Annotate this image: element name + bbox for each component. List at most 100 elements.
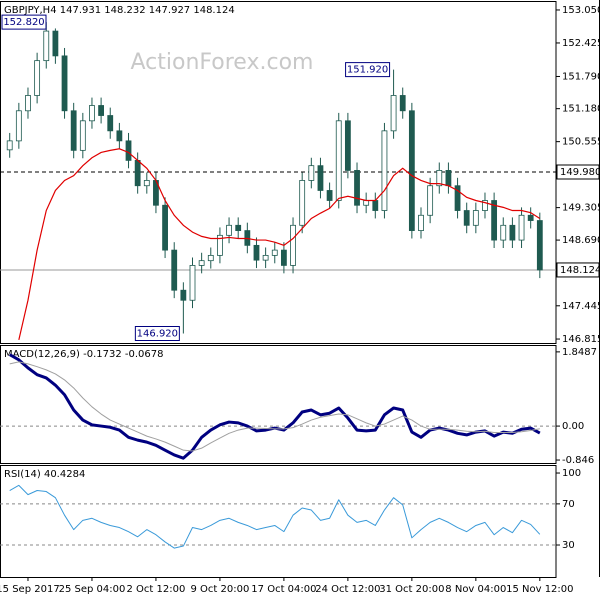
y-tick-label: 151.790 bbox=[562, 71, 600, 82]
candle-body bbox=[418, 214, 424, 231]
candle-body bbox=[454, 185, 461, 211]
y-tick-label: 147.445 bbox=[562, 301, 600, 312]
annotation-box bbox=[134, 326, 180, 341]
x-tick-label: 2 Oct 12:00 bbox=[127, 584, 186, 595]
x-tick-label: 24 Oct 12:00 bbox=[315, 584, 380, 595]
candle-body bbox=[344, 120, 351, 171]
candle-body bbox=[408, 110, 415, 231]
candle-body bbox=[134, 159, 141, 187]
candle-body bbox=[399, 95, 406, 112]
x-tick-label: 15 Nov 12:00 bbox=[506, 584, 573, 595]
y-tick-label: 1.8487 bbox=[562, 347, 597, 358]
indicator-line bbox=[9, 484, 541, 549]
y-tick-label: 0.00 bbox=[562, 421, 584, 432]
candle-body bbox=[390, 95, 397, 132]
candle-body bbox=[463, 210, 470, 226]
panel-frame bbox=[0, 345, 557, 464]
y-tick-label: 148.690 bbox=[562, 235, 600, 246]
annotation-box bbox=[345, 62, 391, 78]
candle-body bbox=[235, 224, 242, 231]
panel-title: MACD(12,26,9) -0.1732 -0.0678 bbox=[4, 349, 164, 360]
candle-body bbox=[143, 180, 150, 187]
candle-body bbox=[363, 200, 370, 206]
candle-body bbox=[25, 95, 31, 112]
candle-body bbox=[491, 200, 498, 241]
y-tick-label: 153.050 bbox=[562, 5, 600, 16]
moving-average bbox=[18, 148, 541, 340]
x-tick-label: 15 Sep 2017 bbox=[0, 584, 60, 595]
candle-body bbox=[527, 214, 534, 221]
y-tick-label: 70 bbox=[562, 499, 575, 510]
candle-body bbox=[34, 60, 41, 96]
watermark: ActionForex.com bbox=[131, 50, 314, 75]
x-tick-label: 31 Oct 20:00 bbox=[379, 584, 444, 595]
panel-title: RSI(14) 40.4284 bbox=[4, 469, 85, 480]
candle-body bbox=[253, 244, 260, 261]
candle-body bbox=[70, 110, 77, 151]
x-tick-label: 25 Sep 04:00 bbox=[59, 584, 126, 595]
y-tick-label: 150.555 bbox=[562, 137, 600, 148]
candle-body bbox=[427, 185, 434, 216]
candle-body bbox=[171, 249, 178, 291]
panel-title: GBPJPY,H4 147.931 148.232 147.927 148.12… bbox=[4, 5, 235, 16]
candle-body bbox=[381, 130, 388, 211]
candle-body bbox=[536, 220, 543, 271]
y-tick-label: 100 bbox=[562, 468, 581, 479]
candle-body bbox=[335, 120, 342, 201]
y-tick-label: 149.305 bbox=[562, 203, 600, 214]
y-tick-label: 30 bbox=[562, 540, 575, 551]
candle-body bbox=[472, 210, 479, 226]
x-tick-label: 17 Oct 04:00 bbox=[251, 584, 316, 595]
price-label: 149.980 bbox=[560, 167, 600, 178]
candle-body bbox=[262, 254, 269, 261]
candle-body bbox=[299, 180, 306, 226]
y-tick-label: 152.425 bbox=[562, 38, 600, 49]
candle-body bbox=[271, 249, 278, 256]
indicator-line bbox=[9, 361, 540, 452]
candle-body bbox=[290, 224, 296, 266]
x-tick-label: 9 Oct 20:00 bbox=[191, 584, 250, 595]
annotation-label: 152.820 bbox=[3, 17, 44, 28]
candle-body bbox=[6, 140, 13, 151]
candle-body bbox=[436, 170, 443, 187]
candle-body bbox=[162, 204, 168, 251]
candle-body bbox=[372, 200, 379, 211]
candle-body bbox=[518, 214, 525, 241]
candle-body bbox=[354, 170, 360, 206]
y-tick-label: 146.815 bbox=[562, 334, 600, 345]
panel-frame bbox=[0, 465, 557, 578]
price-label-box bbox=[556, 164, 600, 180]
candle-body bbox=[198, 260, 205, 266]
candle-body bbox=[217, 234, 223, 256]
candle-body bbox=[482, 200, 488, 211]
indicator-line bbox=[8, 353, 541, 460]
candle-body bbox=[180, 289, 187, 301]
candle-body bbox=[317, 165, 324, 191]
candle-body bbox=[116, 130, 123, 142]
annotation-label: 146.920 bbox=[137, 329, 178, 340]
candle-body bbox=[15, 110, 22, 142]
candle-body bbox=[280, 249, 287, 266]
candle-body bbox=[500, 224, 507, 241]
annotation-box bbox=[1, 14, 47, 30]
price-label: 148.124 bbox=[560, 265, 600, 276]
candle-body bbox=[107, 115, 114, 132]
price-label-box bbox=[556, 262, 600, 278]
candle-body bbox=[125, 140, 132, 161]
candle-body bbox=[98, 105, 104, 116]
y-tick-label: -0.846 bbox=[562, 455, 594, 466]
candle-body bbox=[207, 254, 214, 262]
candle-body bbox=[79, 120, 86, 151]
candle-body bbox=[89, 105, 95, 122]
candle-body bbox=[61, 55, 68, 112]
x-tick-label: 8 Nov 04:00 bbox=[445, 584, 506, 595]
candle-body bbox=[52, 30, 59, 57]
y-tick-label: 151.180 bbox=[562, 104, 600, 115]
candle-body bbox=[509, 224, 516, 241]
annotation-label: 151.920 bbox=[347, 65, 388, 76]
candle-body bbox=[189, 265, 196, 301]
candle-body bbox=[43, 30, 50, 62]
candle-body bbox=[308, 165, 315, 181]
